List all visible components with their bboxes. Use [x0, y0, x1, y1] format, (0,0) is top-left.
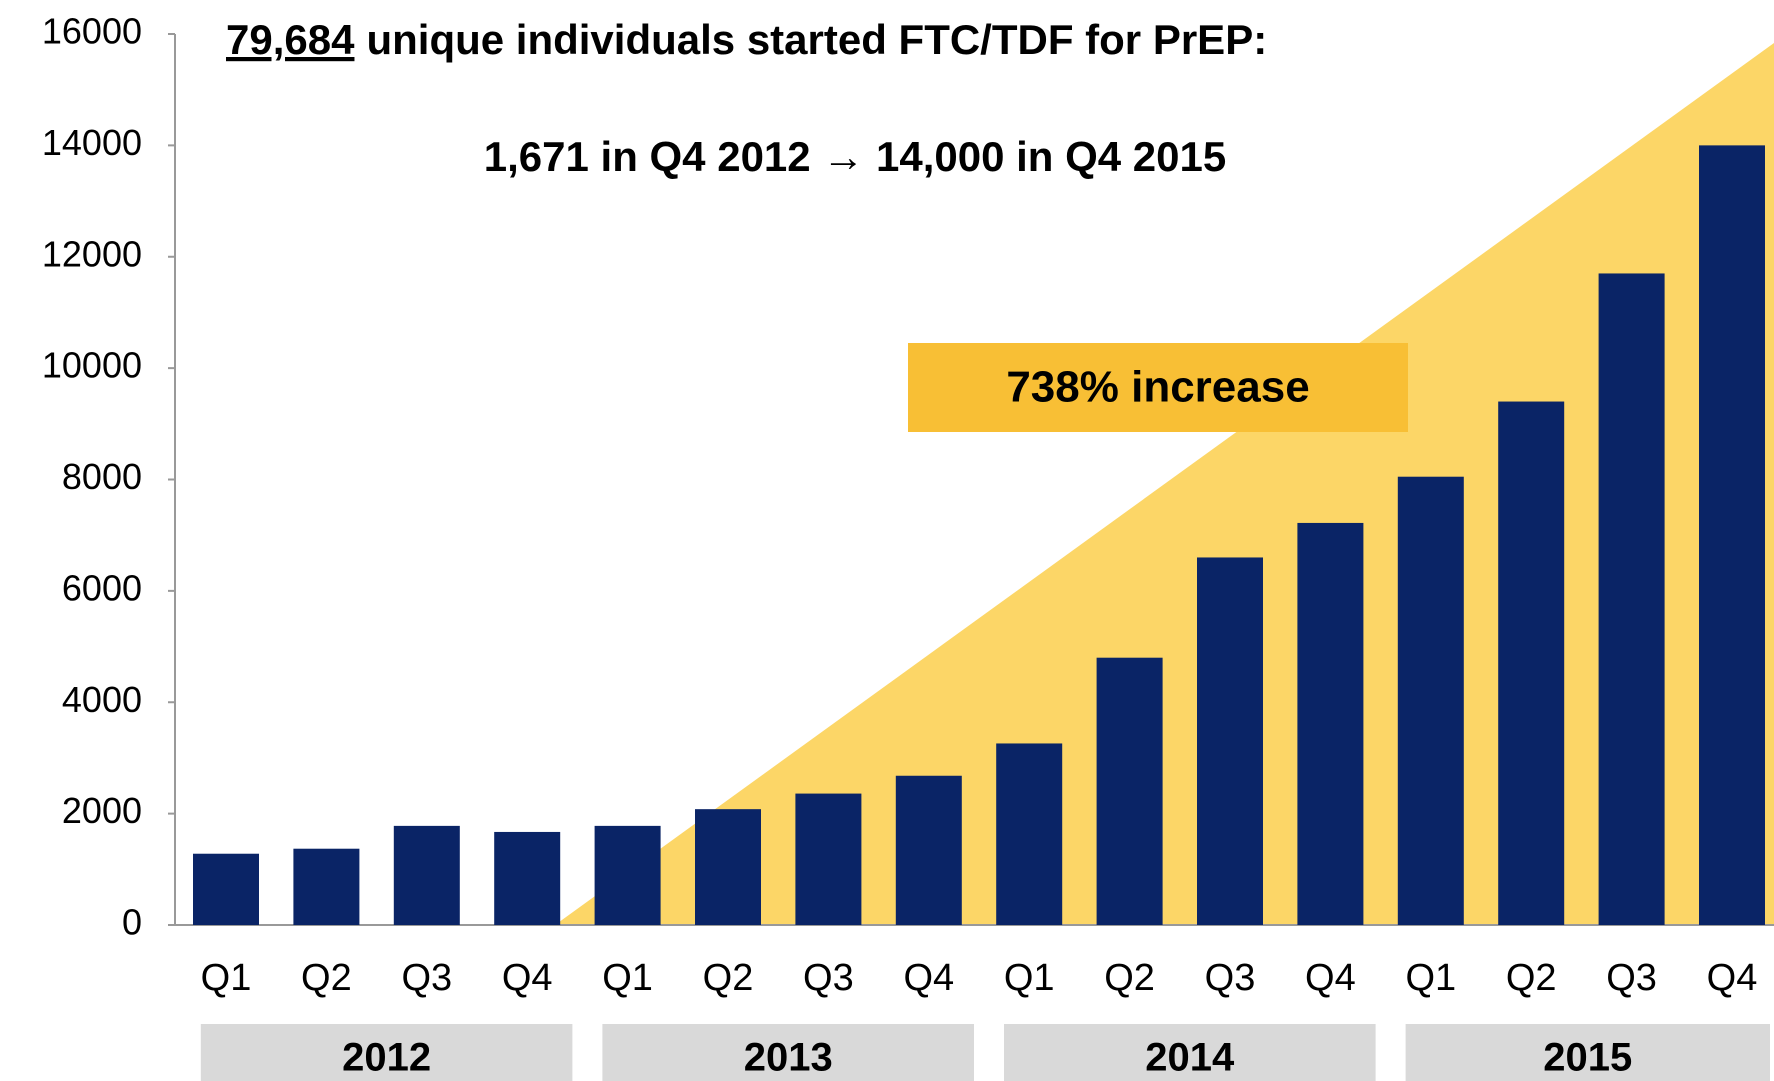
x-tick-label: Q2 [703, 957, 754, 999]
x-tick-label: Q3 [1606, 957, 1657, 999]
bar [1297, 522, 1364, 925]
x-tick-label: Q2 [1506, 957, 1557, 999]
bar [895, 775, 962, 925]
bar [695, 809, 761, 925]
group-band [1405, 1024, 1770, 1081]
chart-title: 79,684 unique individuals started FTC/TDF… [226, 16, 1267, 63]
bar [996, 743, 1063, 925]
bar [1699, 145, 1765, 925]
y-tick-label: 4000 [62, 679, 142, 720]
x-tick-label: Q3 [803, 957, 854, 999]
y-tick-label: 2000 [62, 790, 142, 831]
y-tick-label: 6000 [62, 567, 142, 608]
y-tick-label: 0 [122, 902, 142, 943]
title-text: unique individuals started FTC/TDF for P… [366, 16, 1267, 63]
title-highlight: 79,684 [226, 16, 355, 63]
x-tick-label: Q1 [201, 957, 252, 999]
group-label: 2014 [1145, 1036, 1235, 1080]
group-band [200, 1024, 573, 1081]
x-tick-label: Q3 [401, 957, 452, 999]
group-label: 2015 [1543, 1036, 1632, 1080]
bar [1397, 476, 1464, 925]
x-tick-label: Q4 [1707, 957, 1758, 999]
bar [1197, 557, 1263, 925]
x-tick-label: Q1 [602, 957, 653, 999]
group-label: 2012 [342, 1036, 431, 1080]
bar [795, 793, 862, 925]
group-label: 2013 [744, 1036, 833, 1080]
bar [293, 848, 360, 925]
x-tick-label: Q1 [1405, 957, 1456, 999]
x-tick-label: Q2 [301, 957, 352, 999]
x-tick-label: Q1 [1004, 957, 1055, 999]
y-tick-label: 8000 [62, 456, 142, 497]
group-band [602, 1024, 974, 1081]
bar [393, 825, 460, 925]
trend-triangle [555, 43, 1774, 925]
x-tick-label: Q4 [903, 957, 954, 999]
annotation: 738% increase [1006, 363, 1309, 412]
x-tick-label: Q3 [1205, 957, 1256, 999]
x-tick-label: Q4 [502, 957, 553, 999]
x-tick-label: Q2 [1104, 957, 1155, 999]
bar [1598, 273, 1665, 925]
bar [1498, 401, 1565, 926]
annotation-box [908, 343, 1408, 432]
bar [594, 825, 661, 925]
y-tick-label: 10000 [42, 345, 142, 386]
bar [193, 853, 259, 925]
bar [494, 831, 561, 925]
bar [1096, 657, 1163, 925]
y-tick-label: 14000 [42, 122, 142, 163]
group-band [1004, 1024, 1376, 1081]
subtitle: 1,671 in Q4 2012 → 14,000 in Q4 2015 [484, 133, 1227, 180]
x-tick-label: Q4 [1305, 957, 1356, 999]
y-tick-label: 12000 [42, 233, 142, 274]
y-tick-label: 16000 [42, 11, 142, 52]
